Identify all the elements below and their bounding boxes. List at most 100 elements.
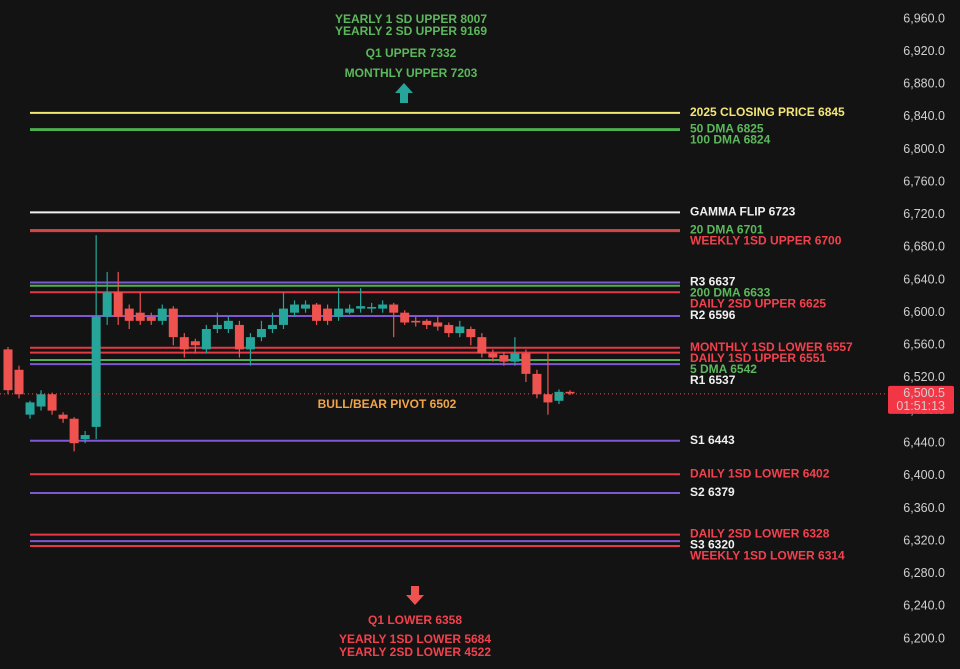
candle-body: [521, 353, 531, 374]
y-tick-label: 6,800.0: [903, 142, 945, 156]
y-tick-label: 6,360.0: [903, 501, 945, 515]
level-label: 20 DMA 6701: [690, 222, 764, 236]
level-label: R3 6637: [690, 275, 736, 289]
candle-body: [25, 402, 35, 415]
level-label: GAMMA FLIP 6723: [690, 205, 796, 219]
level-label: 2025 CLOSING PRICE 6845: [690, 105, 845, 119]
candle-body: [422, 320, 432, 325]
candle-body: [301, 304, 311, 309]
up-arrow: [395, 83, 413, 103]
candle-body: [477, 337, 487, 354]
candle-body: [400, 312, 410, 323]
candle-body: [91, 316, 101, 427]
level-label: DAILY 2SD UPPER 6625: [690, 297, 826, 311]
y-tick-label: 6,320.0: [903, 533, 945, 547]
level-label: S3 6320: [690, 538, 735, 552]
candle-body: [102, 292, 112, 317]
candle-body: [212, 324, 222, 329]
bottom-annotation: YEARLY 1SD LOWER 5684: [339, 632, 491, 646]
y-tick-label: 6,400.0: [903, 468, 945, 482]
candle-body: [466, 329, 476, 338]
top-annotation: MONTHLY UPPER 7203: [345, 66, 478, 80]
y-tick-label: 6,640.0: [903, 272, 945, 286]
bottom-annotation: Q1 LOWER 6358: [368, 613, 462, 627]
y-tick-label: 6,960.0: [903, 11, 945, 25]
candle-body: [378, 304, 388, 309]
level-label: DAILY 1SD UPPER 6551: [690, 351, 826, 365]
candle-body: [3, 349, 13, 391]
candle-body: [135, 312, 145, 321]
down-arrow: [406, 586, 424, 605]
pivot-label: BULL/BEAR PIVOT 6502: [318, 397, 457, 411]
level-label: WEEKLY 1SD LOWER 6314: [690, 549, 845, 563]
y-tick-label: 6,560.0: [903, 338, 945, 352]
candle-body: [245, 337, 255, 350]
y-tick-label: 6,920.0: [903, 44, 945, 58]
candle-body: [433, 322, 443, 327]
candle-body: [499, 355, 509, 362]
candle-body: [201, 329, 211, 350]
candle-body: [14, 369, 24, 395]
candle-body: [267, 324, 277, 329]
candle-body: [455, 326, 465, 334]
candle-body: [345, 308, 355, 313]
countdown: 01:51:13: [896, 399, 945, 413]
y-tick-label: 6,600.0: [903, 305, 945, 319]
y-tick-label: 6,240.0: [903, 599, 945, 613]
y-tick-label: 6,200.0: [903, 631, 945, 645]
candle-body: [157, 308, 167, 321]
candle-body: [179, 337, 189, 350]
candle-body: [36, 394, 46, 407]
candle-body: [312, 304, 322, 321]
y-tick-label: 6,680.0: [903, 240, 945, 254]
candle-body: [389, 304, 399, 313]
candle-body: [80, 435, 90, 440]
y-tick-label: 6,880.0: [903, 77, 945, 91]
y-tick-label: 6,280.0: [903, 566, 945, 580]
candle-body: [113, 292, 123, 317]
level-label: WEEKLY 1SD UPPER 6700: [690, 233, 842, 247]
bottom-annotation: YEARLY 2SD LOWER 4522: [339, 645, 491, 659]
candle-body: [367, 306, 377, 309]
candle-body: [146, 316, 156, 321]
candle-body: [58, 414, 68, 419]
candle-body: [278, 308, 288, 325]
candle-body: [323, 308, 333, 321]
level-label: 100 DMA 6824: [690, 132, 771, 146]
y-tick-label: 6,520.0: [903, 370, 945, 384]
candle-body: [444, 324, 454, 334]
level-label: 5 DMA 6542: [690, 362, 757, 376]
level-label: MONTHLY 1SD LOWER 6557: [690, 340, 853, 354]
candle-body: [532, 373, 542, 395]
top-annotation: YEARLY 1 SD UPPER 8007: [335, 12, 487, 26]
candle-body: [168, 308, 178, 338]
candle-body: [554, 391, 564, 401]
candle-body: [334, 308, 344, 317]
candle-body: [488, 353, 498, 358]
level-label: DAILY 1SD LOWER 6402: [690, 466, 830, 480]
y-tick-label: 6,720.0: [903, 207, 945, 221]
candle-body: [290, 304, 300, 313]
level-label: 50 DMA 6825: [690, 121, 764, 135]
y-tick-label: 6,840.0: [903, 109, 945, 123]
candle-body: [124, 308, 134, 321]
level-label: DAILY 2SD LOWER 6328: [690, 527, 830, 541]
current-price-box: [888, 385, 954, 414]
candle-body: [69, 418, 79, 444]
top-annotation: YEARLY 2 SD UPPER 9169: [335, 24, 487, 38]
top-annotation: Q1 UPPER 7332: [366, 46, 457, 60]
y-tick-label: 6,440.0: [903, 436, 945, 450]
candle-body: [411, 320, 421, 323]
candle-body: [565, 391, 575, 394]
candle-body: [510, 353, 520, 362]
y-tick-label: 6,760.0: [903, 174, 945, 188]
candle-body: [356, 306, 366, 309]
current-price-label: 6,500.5: [903, 386, 945, 400]
candle-body: [47, 394, 57, 411]
candle-body: [234, 324, 244, 350]
level-label: R2 6596: [690, 308, 736, 322]
candle-body: [256, 329, 266, 338]
candle-body: [543, 394, 553, 403]
candle-body: [190, 341, 200, 346]
